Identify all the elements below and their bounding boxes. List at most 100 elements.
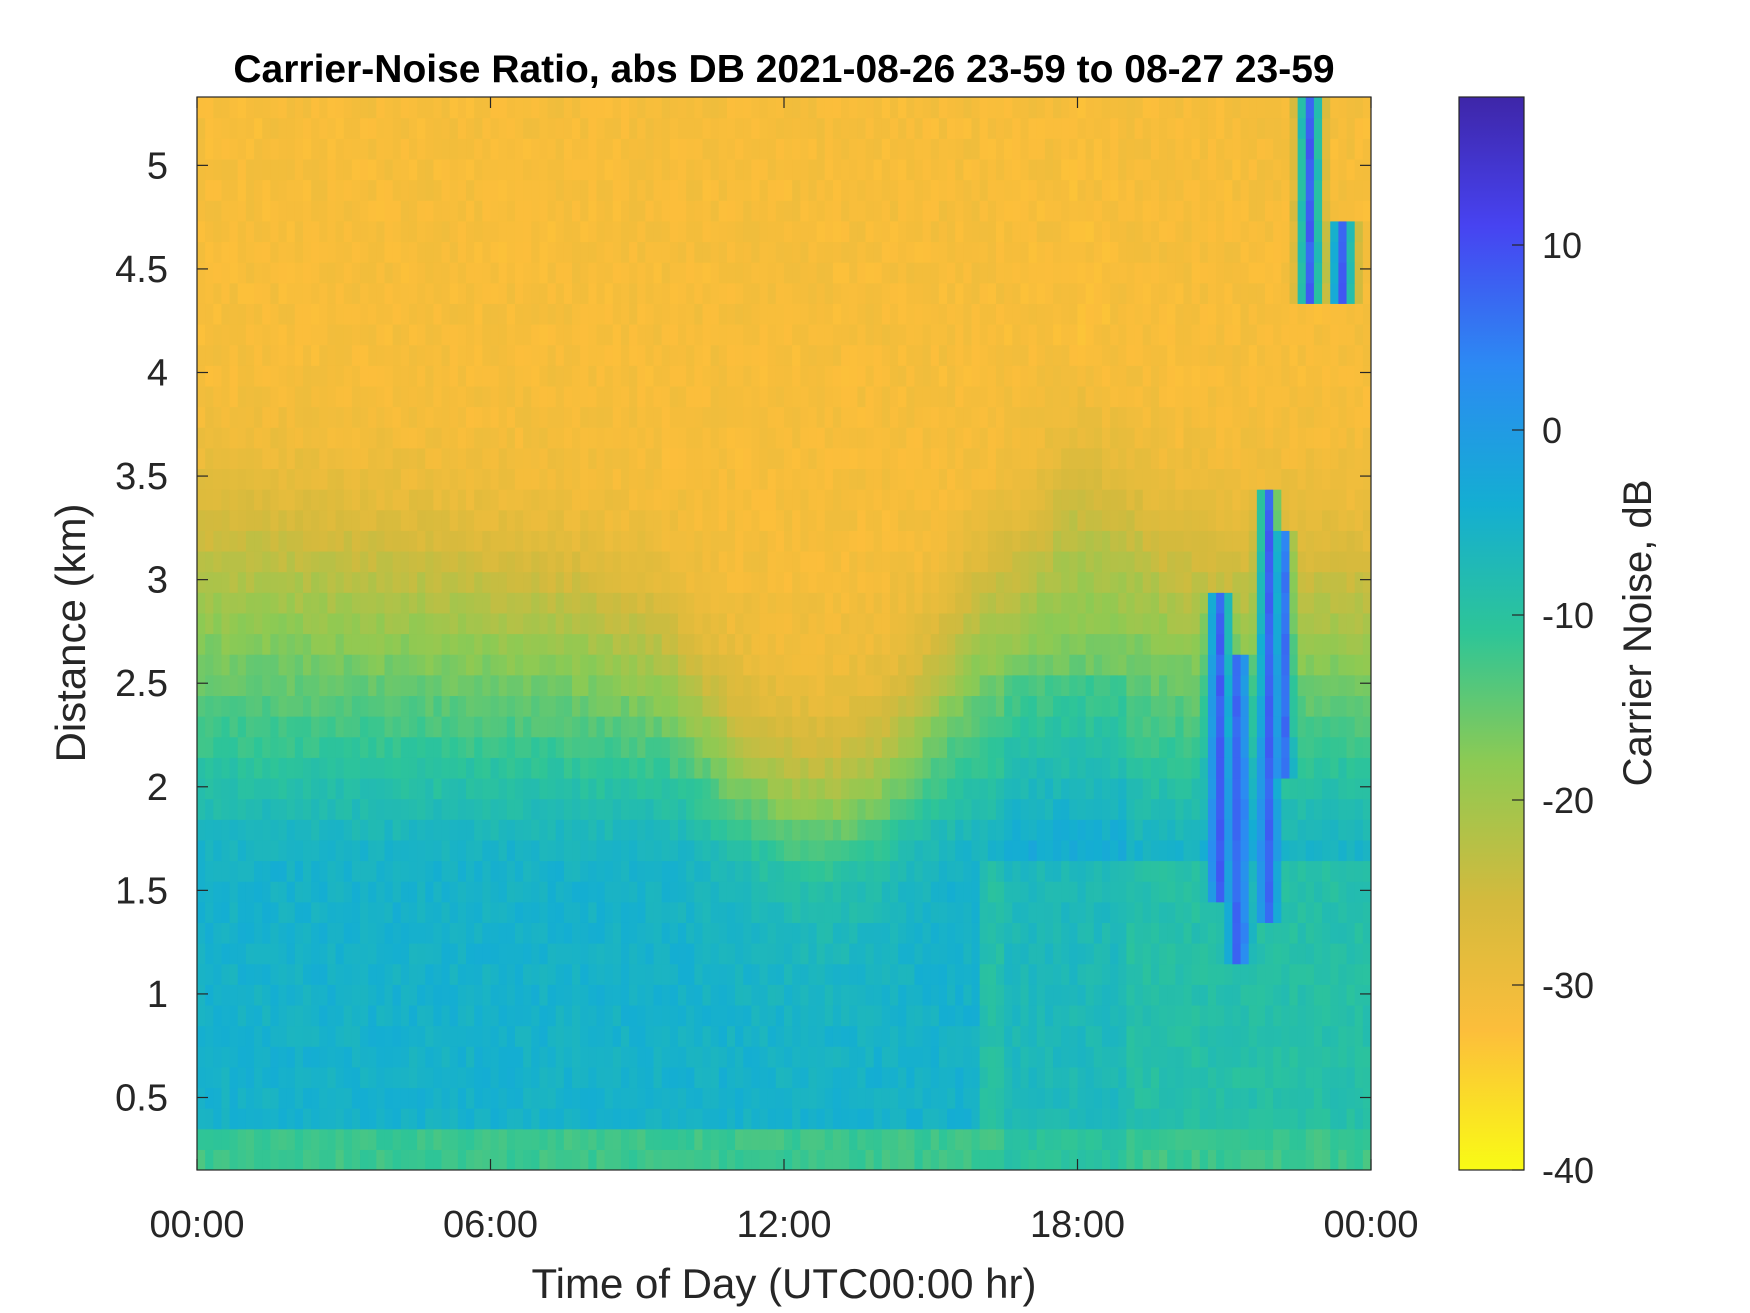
heatmap-cell — [286, 592, 296, 614]
heatmap-cell — [784, 447, 793, 470]
heatmap-cell — [417, 571, 426, 593]
heatmap-cell — [1093, 1046, 1103, 1068]
heatmap-cell — [1338, 736, 1348, 758]
heatmap-cell — [539, 1149, 549, 1170]
heatmap-cell — [1346, 1046, 1356, 1068]
heatmap-cell — [555, 839, 565, 862]
heatmap-cell — [947, 612, 956, 635]
heatmap-cell — [1240, 489, 1250, 511]
heatmap-cell — [686, 1087, 695, 1109]
heatmap-cell — [1012, 736, 1022, 758]
heatmap-cell — [457, 1004, 467, 1027]
heatmap-cell — [392, 901, 402, 923]
heatmap-cell — [612, 881, 622, 903]
heatmap-cell — [604, 1108, 614, 1130]
heatmap-cell — [474, 1087, 483, 1109]
heatmap-cell — [311, 447, 320, 470]
heatmap-cell — [881, 777, 891, 800]
heatmap-cell — [865, 963, 875, 985]
heatmap-cell — [1191, 1087, 1201, 1109]
heatmap-cell — [1183, 633, 1193, 655]
heatmap-cell — [1004, 1128, 1013, 1150]
heatmap-cell — [661, 1025, 671, 1047]
heatmap-cell — [841, 1025, 850, 1047]
heatmap-cell — [1167, 943, 1176, 965]
heatmap-cell — [947, 550, 956, 573]
heatmap-cell — [596, 1004, 606, 1027]
heatmap-cell — [1322, 860, 1331, 882]
heatmap-cell — [914, 1004, 924, 1027]
heatmap-cell — [213, 468, 223, 490]
heatmap-cell — [319, 468, 329, 490]
heatmap-cell — [841, 530, 850, 552]
heatmap-cell — [775, 674, 785, 696]
heatmap-cell — [1224, 1046, 1233, 1068]
heatmap-cell — [873, 881, 883, 903]
heatmap-cell — [743, 1128, 752, 1150]
heatmap-cell — [751, 489, 761, 511]
heatmap-cell — [1175, 798, 1185, 820]
heatmap-cell — [612, 612, 622, 635]
heatmap-cell — [514, 716, 524, 738]
heatmap-cell — [278, 757, 288, 779]
heatmap-cell — [653, 550, 663, 573]
heatmap-cell — [482, 1066, 492, 1089]
heatmap-cell — [1167, 1004, 1176, 1027]
heatmap-cell — [1118, 716, 1128, 738]
heatmap-cell — [1077, 1004, 1087, 1027]
heatmap-cell — [343, 1046, 353, 1068]
heatmap-cell — [270, 1149, 280, 1170]
heatmap-cell — [1313, 489, 1323, 511]
heatmap-cell — [596, 777, 606, 800]
heatmap-cell — [441, 963, 451, 985]
heatmap-cell — [832, 468, 842, 490]
heatmap-cell — [1093, 612, 1103, 635]
heatmap-cell — [881, 674, 891, 696]
heatmap-cell — [368, 489, 377, 511]
heatmap-cell — [1199, 922, 1209, 944]
heatmap-cell — [319, 736, 329, 758]
heatmap-cell — [1077, 777, 1087, 800]
heatmap-cell — [906, 819, 916, 841]
heatmap-cell — [400, 633, 410, 655]
heatmap-cell — [1330, 530, 1339, 552]
heatmap-cell — [213, 736, 223, 758]
heatmap-cell — [1273, 550, 1282, 573]
heatmap-cell — [482, 1128, 492, 1150]
heatmap-cell — [221, 1087, 231, 1109]
heatmap-cell — [245, 881, 255, 903]
heatmap-cell — [1313, 1108, 1323, 1130]
heatmap-cell — [1322, 571, 1331, 593]
heatmap-cell — [612, 777, 622, 800]
heatmap-cell — [1044, 984, 1054, 1006]
heatmap-cell — [286, 1128, 296, 1150]
heatmap-cell — [995, 1149, 1005, 1170]
heatmap-cell — [417, 654, 426, 676]
heatmap-cell — [588, 1066, 598, 1089]
heatmap-cell — [694, 468, 704, 490]
heatmap-cell — [563, 943, 573, 965]
heatmap-cell — [213, 943, 223, 965]
heatmap-cell — [270, 571, 280, 593]
heatmap-cell — [881, 571, 891, 593]
heatmap-cell — [694, 901, 704, 923]
heatmap-cell — [384, 530, 394, 552]
heatmap-cell — [1265, 1004, 1274, 1027]
heatmap-cell — [1101, 1087, 1111, 1109]
heatmap-cell — [1061, 509, 1070, 531]
heatmap-cell — [849, 716, 858, 738]
heatmap-cell — [645, 674, 655, 696]
heatmap-cell — [1199, 695, 1209, 717]
heatmap-cell — [1012, 860, 1022, 882]
heatmap-cell — [914, 757, 924, 779]
heatmap-cell — [669, 550, 679, 573]
heatmap-cell — [857, 1087, 867, 1109]
heatmap-cell — [417, 1004, 426, 1027]
heatmap-cell — [824, 1087, 834, 1109]
heatmap-cell — [898, 716, 907, 738]
heatmap-cell — [1224, 984, 1233, 1006]
heatmap-cell — [531, 468, 541, 490]
heatmap-cell — [1159, 984, 1168, 1006]
heatmap-cell — [669, 1087, 679, 1109]
heatmap-cell — [971, 509, 981, 531]
